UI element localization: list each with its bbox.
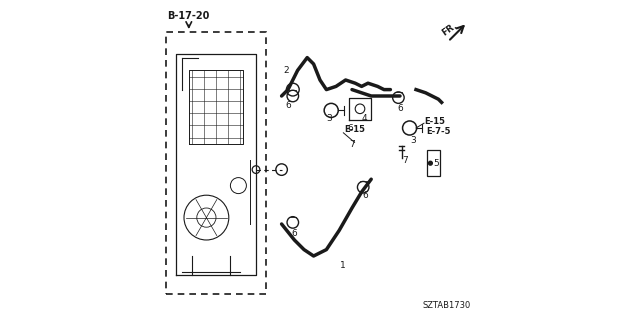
Text: 4: 4 [362, 114, 367, 123]
Text: E-15: E-15 [424, 117, 445, 126]
Text: SZTAB1730: SZTAB1730 [422, 301, 470, 310]
Text: 6: 6 [292, 229, 297, 238]
Text: FR.: FR. [440, 20, 459, 37]
Text: 3: 3 [327, 114, 332, 123]
Text: 3: 3 [410, 136, 415, 145]
Text: 2: 2 [284, 66, 289, 75]
Text: 6: 6 [348, 124, 353, 132]
Text: 1: 1 [340, 261, 345, 270]
Text: 6: 6 [362, 191, 367, 200]
Text: 7: 7 [349, 140, 355, 148]
Circle shape [429, 161, 433, 165]
Bar [428, 150, 440, 176]
Text: 6: 6 [397, 104, 403, 113]
Text: B-17-20: B-17-20 [168, 11, 210, 21]
Text: E-15: E-15 [344, 125, 365, 134]
Text: 7: 7 [402, 156, 408, 164]
Text: E-7-5: E-7-5 [426, 127, 451, 136]
Text: 6: 6 [285, 101, 291, 110]
Text: 5: 5 [433, 159, 439, 168]
